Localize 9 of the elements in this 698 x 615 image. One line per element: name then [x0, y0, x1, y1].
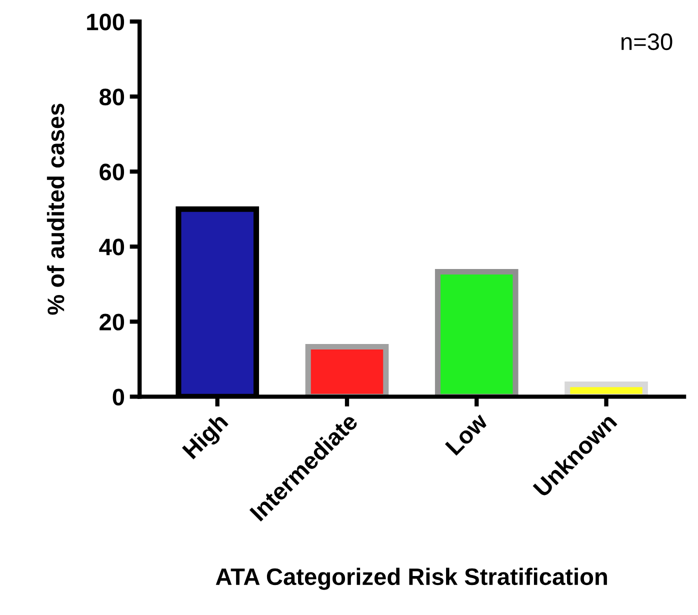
y-axis-title: % of audited cases	[46, 104, 64, 315]
y-tick-label: 40	[99, 238, 124, 256]
y-tick-label: 20	[100, 314, 124, 330]
y-tick-label: 60	[100, 164, 124, 180]
y-tick-label: 0	[112, 388, 124, 406]
y-tick-label: 100	[87, 14, 124, 30]
annotation: n=30	[622, 33, 672, 50]
y-tick-label: 80	[100, 88, 124, 106]
x-axis-title: ATA Categorized Risk Stratification	[216, 568, 607, 590]
